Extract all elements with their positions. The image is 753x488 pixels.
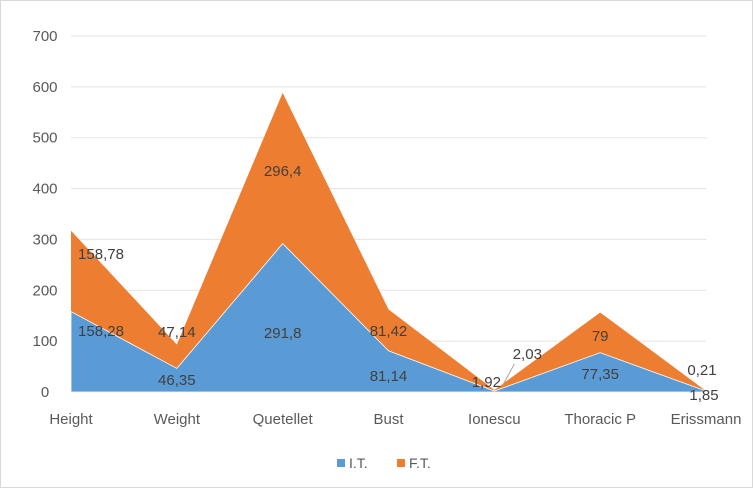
y-tick-label: 100 (32, 333, 57, 350)
x-tick-label: Thoracic P (564, 411, 636, 428)
data-label-it: 46,35 (158, 372, 196, 389)
legend: I.T. F.T. (337, 455, 431, 471)
legend-swatch (397, 459, 405, 467)
data-label-ft: 296,4 (264, 163, 302, 180)
y-tick-label: 0 (41, 384, 49, 401)
data-label-it: 291,8 (264, 325, 302, 342)
legend-label: F.T. (409, 455, 431, 471)
y-tick-label: 700 (32, 28, 57, 45)
y-tick-label: 200 (32, 282, 57, 299)
legend-label: I.T. (349, 455, 368, 471)
x-tick-label: Bust (373, 411, 404, 428)
data-label-ft: 81,42 (370, 323, 408, 340)
areas (70, 92, 707, 393)
data-label-it: 81,14 (370, 368, 408, 385)
x-tick-label: Height (49, 411, 93, 428)
legend-swatch (337, 459, 345, 467)
y-axis-ticks: 0 100 200 300 400 500 600 700 (32, 28, 57, 401)
y-tick-label: 600 (32, 79, 57, 96)
y-tick-label: 400 (32, 181, 57, 198)
gridlines (71, 35, 706, 393)
data-label-ft: 0,21 (687, 362, 716, 379)
area-it (70, 243, 707, 393)
label-leader-line (501, 363, 515, 387)
data-label-ft: 158,78 (78, 246, 124, 263)
data-label-it: 77,35 (581, 366, 619, 383)
data-label-ft: 47,14 (158, 324, 196, 341)
y-tick-label: 500 (32, 130, 57, 147)
y-tick-label: 300 (32, 231, 57, 248)
x-axis-ticks: Height Weight Quetellet Bust Ionescu Thoracic… (49, 411, 741, 428)
data-label-it: 158,28 (78, 323, 124, 340)
data-label-it: 1,92 (472, 374, 501, 391)
data-label-ft: 79 (592, 328, 609, 345)
x-tick-label: Erissmann (671, 411, 742, 428)
x-tick-label: Ionescu (468, 411, 521, 428)
data-label-it: 1,85 (689, 387, 718, 404)
data-label-ft: 2,03 (513, 346, 542, 363)
x-tick-label: Weight (154, 411, 201, 428)
leader-lines (501, 363, 515, 387)
x-tick-label: Quetellet (253, 411, 314, 428)
data-labels: 158,28 46,35 291,8 81,14 1,92 77,35 1,85 158,78… (78, 163, 719, 404)
